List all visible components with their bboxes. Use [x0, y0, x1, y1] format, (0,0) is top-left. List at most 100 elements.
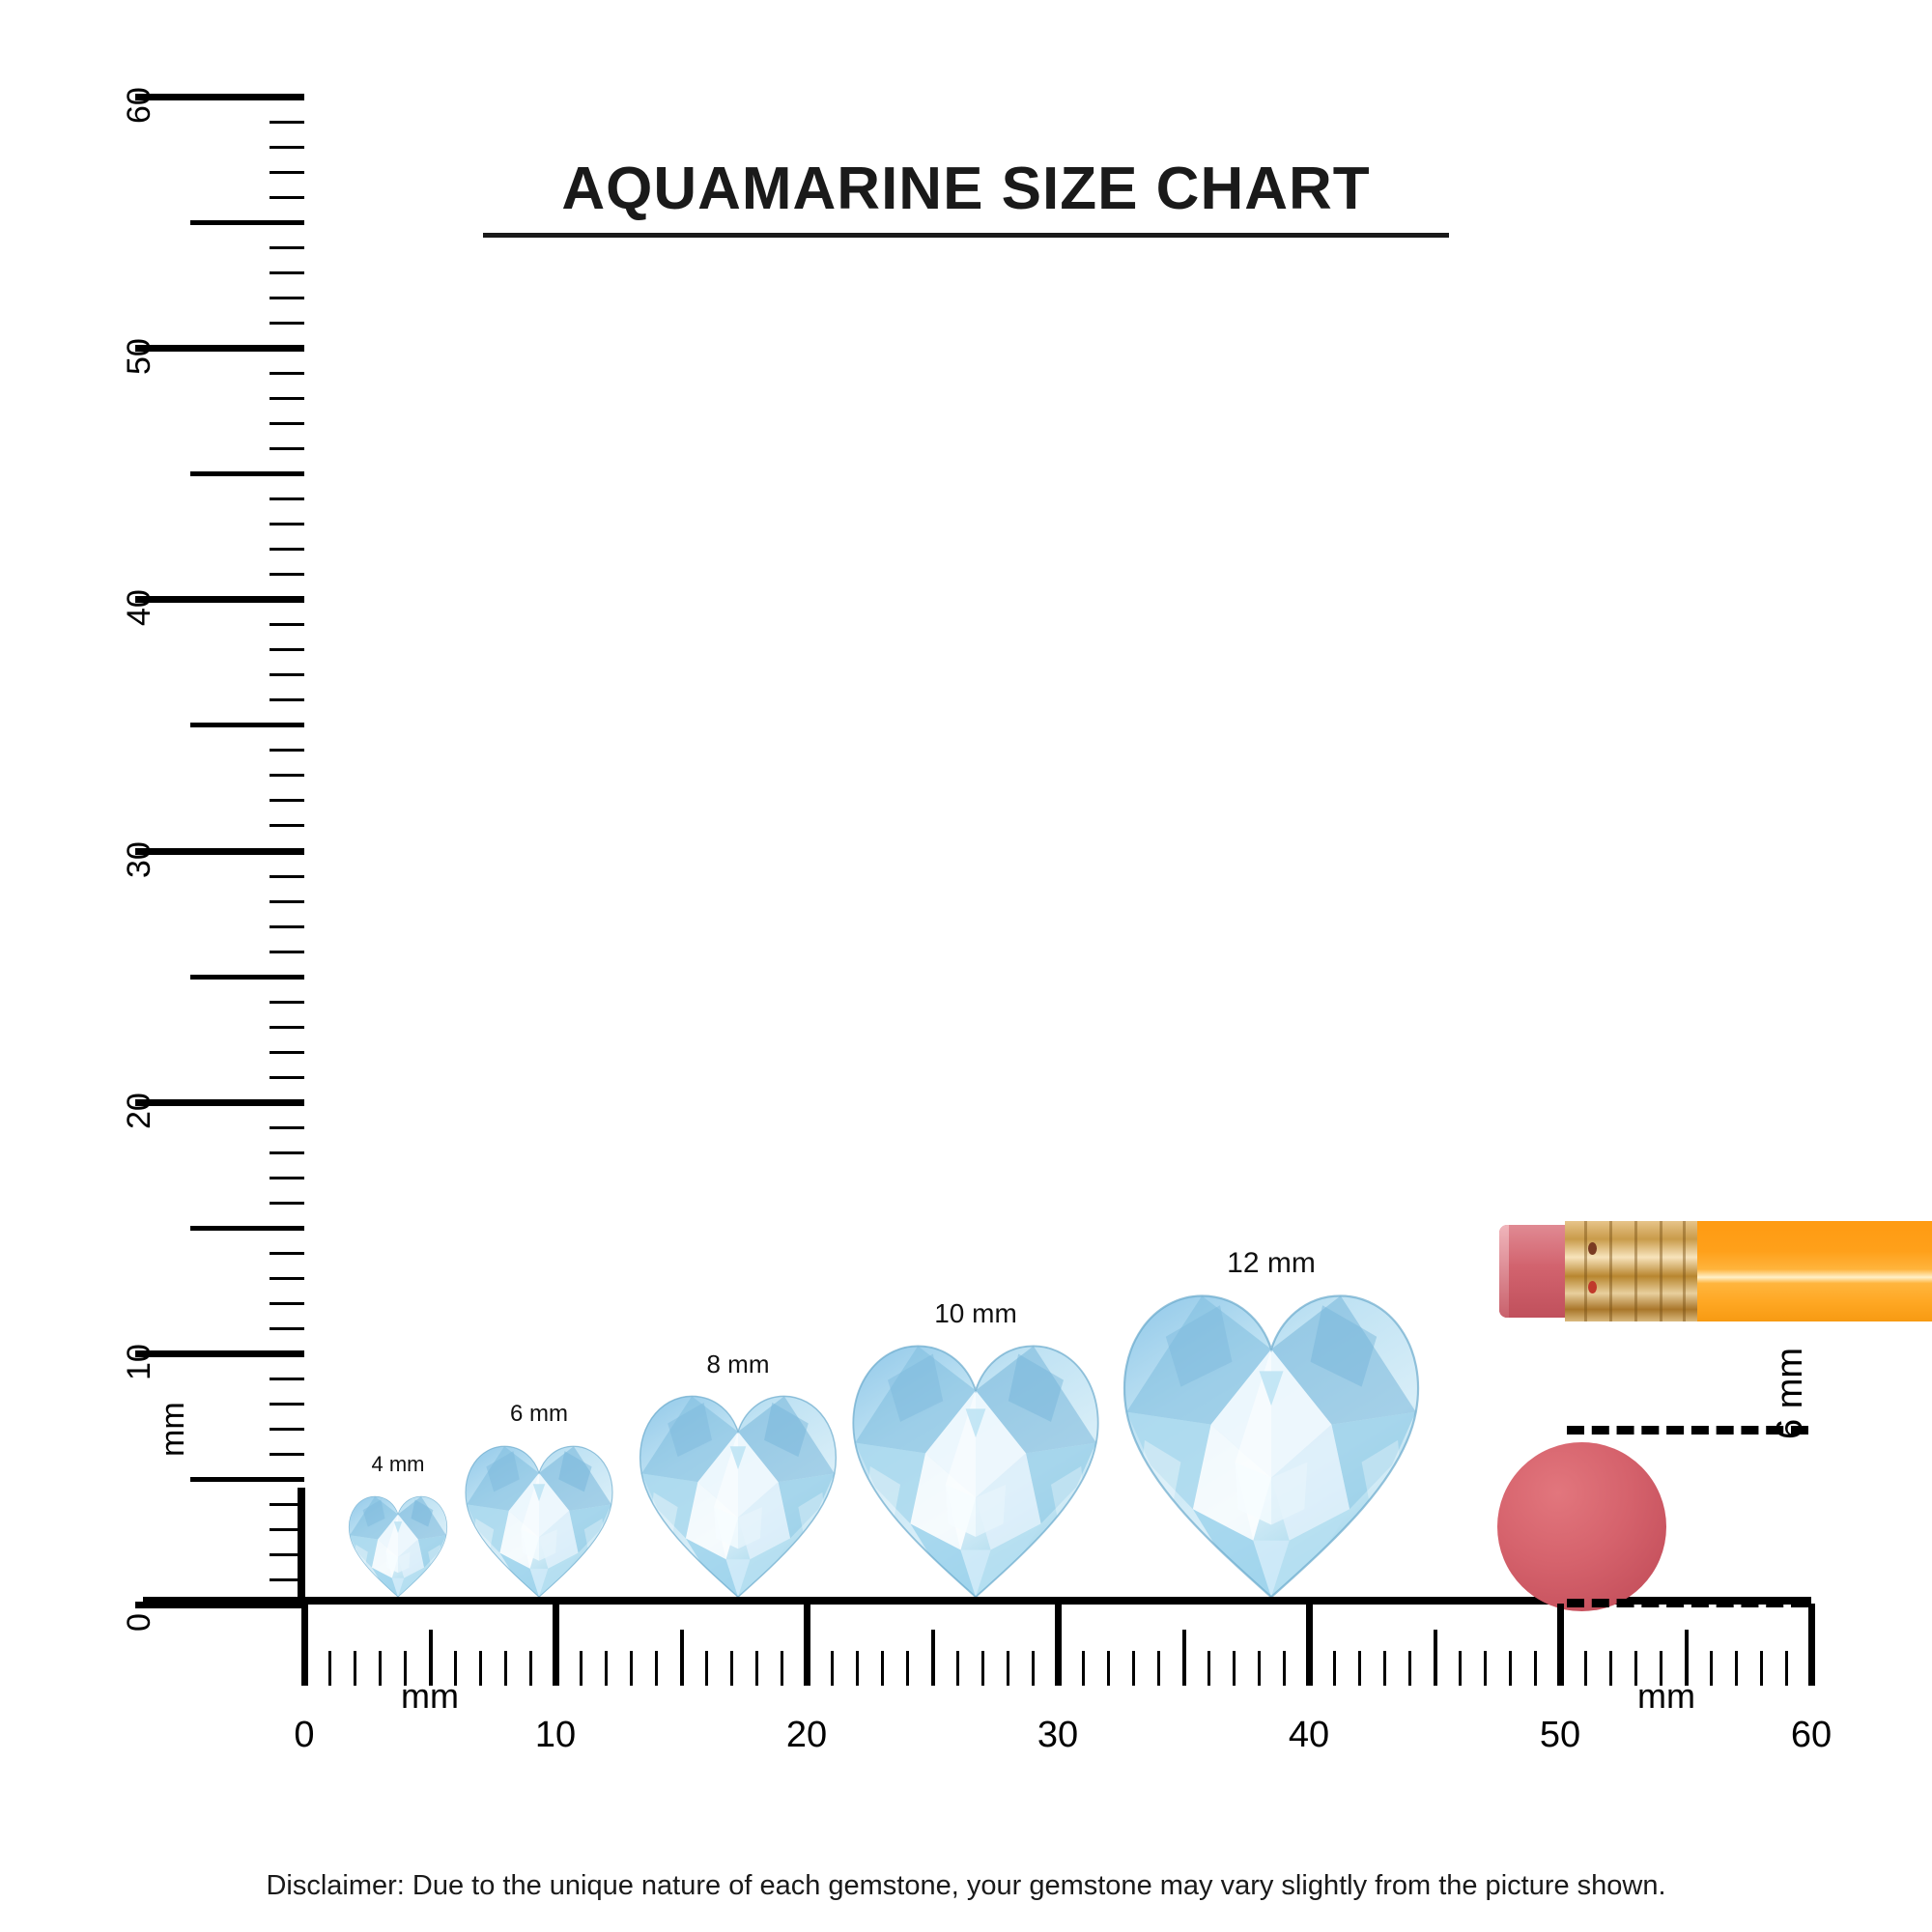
vertical-ruler-tick [270, 1452, 304, 1456]
horizontal-ruler-tick [1258, 1651, 1261, 1686]
vertical-ruler-tick [270, 1527, 304, 1531]
horizontal-ruler-tick [1383, 1651, 1386, 1686]
vertical-ruler-tick [270, 924, 304, 928]
vertical-ruler-tick [270, 1000, 304, 1004]
vertical-ruler-tick [270, 1125, 304, 1129]
gem-label-12mm: 12 mm [1227, 1246, 1316, 1279]
horizontal-ruler-unit-label-left: mm [401, 1676, 459, 1716]
gem-6mm: 6 mm [464, 1401, 614, 1597]
vertical-ruler-tick [270, 950, 304, 953]
vertical-ruler-tick [270, 1050, 304, 1054]
horizontal-ruler-tick [1007, 1651, 1009, 1686]
vertical-ruler-label: 40 [121, 589, 157, 627]
vertical-ruler-tick [270, 874, 304, 878]
horizontal-ruler-tick [379, 1651, 382, 1686]
pencil-eraser [1499, 1225, 1569, 1318]
horizontal-ruler-tick [981, 1651, 984, 1686]
horizontal-ruler-tick [1760, 1651, 1763, 1686]
horizontal-ruler-tick [1584, 1651, 1587, 1686]
vertical-ruler-tick [270, 447, 304, 451]
pencil-reference [1499, 1219, 1932, 1323]
vertical-ruler-tick [270, 1502, 304, 1506]
horizontal-ruler-tick [1082, 1651, 1085, 1686]
horizontal-ruler-tick [1484, 1651, 1487, 1686]
vertical-ruler-half-bar [190, 1225, 304, 1231]
page-title: AQUAMARINE SIZE CHART [561, 156, 1371, 222]
horizontal-ruler-tick [906, 1651, 909, 1686]
gem-label-8mm: 8 mm [706, 1349, 770, 1378]
horizontal-ruler-tick [553, 1604, 559, 1686]
vertical-ruler-major-bar [135, 94, 304, 100]
vertical-ruler-tick [270, 1301, 304, 1305]
vertical-ruler-tick [270, 1025, 304, 1029]
horizontal-ruler-tick [1157, 1651, 1160, 1686]
horizontal-ruler-tick [1735, 1651, 1738, 1686]
vertical-ruler-tick [270, 1377, 304, 1380]
horizontal-ruler-tick [1634, 1651, 1637, 1686]
callout-dashed-line-bottom [1567, 1599, 1808, 1607]
horizontal-ruler-tick [1557, 1604, 1564, 1686]
horizontal-ruler-tick [429, 1630, 433, 1686]
vertical-ruler-tick [270, 698, 304, 702]
vertical-ruler-tick [270, 1251, 304, 1255]
horizontal-ruler-tick [931, 1630, 935, 1686]
vertical-ruler-tick [270, 1276, 304, 1280]
horizontal-ruler-tick [1408, 1651, 1411, 1686]
ferrule-dot-upper [1588, 1242, 1597, 1255]
horizontal-ruler-tick [1685, 1630, 1689, 1686]
vertical-ruler-label: 60 [121, 87, 157, 124]
pencil-ferrule [1565, 1221, 1700, 1321]
vertical-ruler-tick [270, 623, 304, 627]
vertical-ruler-tick [270, 673, 304, 677]
vertical-ruler-label: 30 [121, 840, 157, 878]
gem-8mm: 8 mm [638, 1350, 838, 1597]
horizontal-ruler-tick [1182, 1630, 1186, 1686]
horizontal-ruler-tick [1808, 1604, 1815, 1686]
vertical-ruler-tick [270, 1552, 304, 1556]
heart-cut-gem-icon [348, 1494, 448, 1597]
horizontal-axis-zero-bar [143, 1597, 305, 1605]
vertical-ruler-tick [270, 397, 304, 401]
horizontal-ruler-label: 0 [294, 1715, 315, 1755]
horizontal-ruler-label: 30 [1037, 1715, 1079, 1755]
horizontal-ruler-label: 20 [785, 1715, 828, 1755]
horizontal-ruler-label: 10 [534, 1715, 577, 1755]
vertical-ruler-tick [270, 824, 304, 828]
horizontal-ruler-tick [831, 1651, 834, 1686]
horizontal-ruler-tick [630, 1651, 633, 1686]
horizontal-ruler-tick [1107, 1651, 1110, 1686]
vertical-ruler-major-bar [135, 1098, 304, 1106]
vertical-ruler-tick [270, 146, 304, 150]
horizontal-ruler-tick [781, 1651, 783, 1686]
horizontal-ruler-tick [1233, 1651, 1236, 1686]
horizontal-ruler-tick [1283, 1651, 1286, 1686]
horizontal-ruler-tick [1459, 1651, 1462, 1686]
horizontal-ruler-tick [1306, 1604, 1313, 1686]
horizontal-ruler-tick [655, 1651, 658, 1686]
vertical-ruler-tick [270, 648, 304, 652]
horizontal-ruler-label: 50 [1539, 1715, 1581, 1755]
vertical-ruler-tick [270, 171, 304, 175]
horizontal-ruler-tick [755, 1651, 758, 1686]
callout-dashed-line-top [1567, 1426, 1808, 1435]
vertical-ruler-label: 10 [121, 1344, 157, 1380]
vertical-ruler-tick [270, 1151, 304, 1154]
vertical-ruler-half-bar [190, 974, 304, 980]
vertical-ruler-tick [270, 246, 304, 250]
horizontal-ruler-tick [1032, 1651, 1035, 1686]
horizontal-ruler-tick [1132, 1651, 1135, 1686]
vertical-ruler-label: 20 [121, 1092, 157, 1129]
horizontal-ruler-tick [479, 1651, 482, 1686]
vertical-ruler-tick [270, 196, 304, 200]
gem-label-4mm: 4 mm [371, 1451, 425, 1476]
vertical-ruler-label: 50 [121, 338, 157, 376]
horizontal-ruler-tick [1358, 1651, 1361, 1686]
vertical-ruler-tick [270, 548, 304, 552]
callout-size-label: 6 mm [1770, 1348, 1810, 1439]
vertical-ruler-major-bar [135, 847, 304, 855]
horizontal-ruler-tick [529, 1651, 532, 1686]
ferrule-dot-lower [1588, 1281, 1597, 1293]
horizontal-ruler-tick [881, 1651, 884, 1686]
horizontal-ruler-tick [328, 1651, 331, 1686]
horizontal-ruler-tick [354, 1651, 356, 1686]
